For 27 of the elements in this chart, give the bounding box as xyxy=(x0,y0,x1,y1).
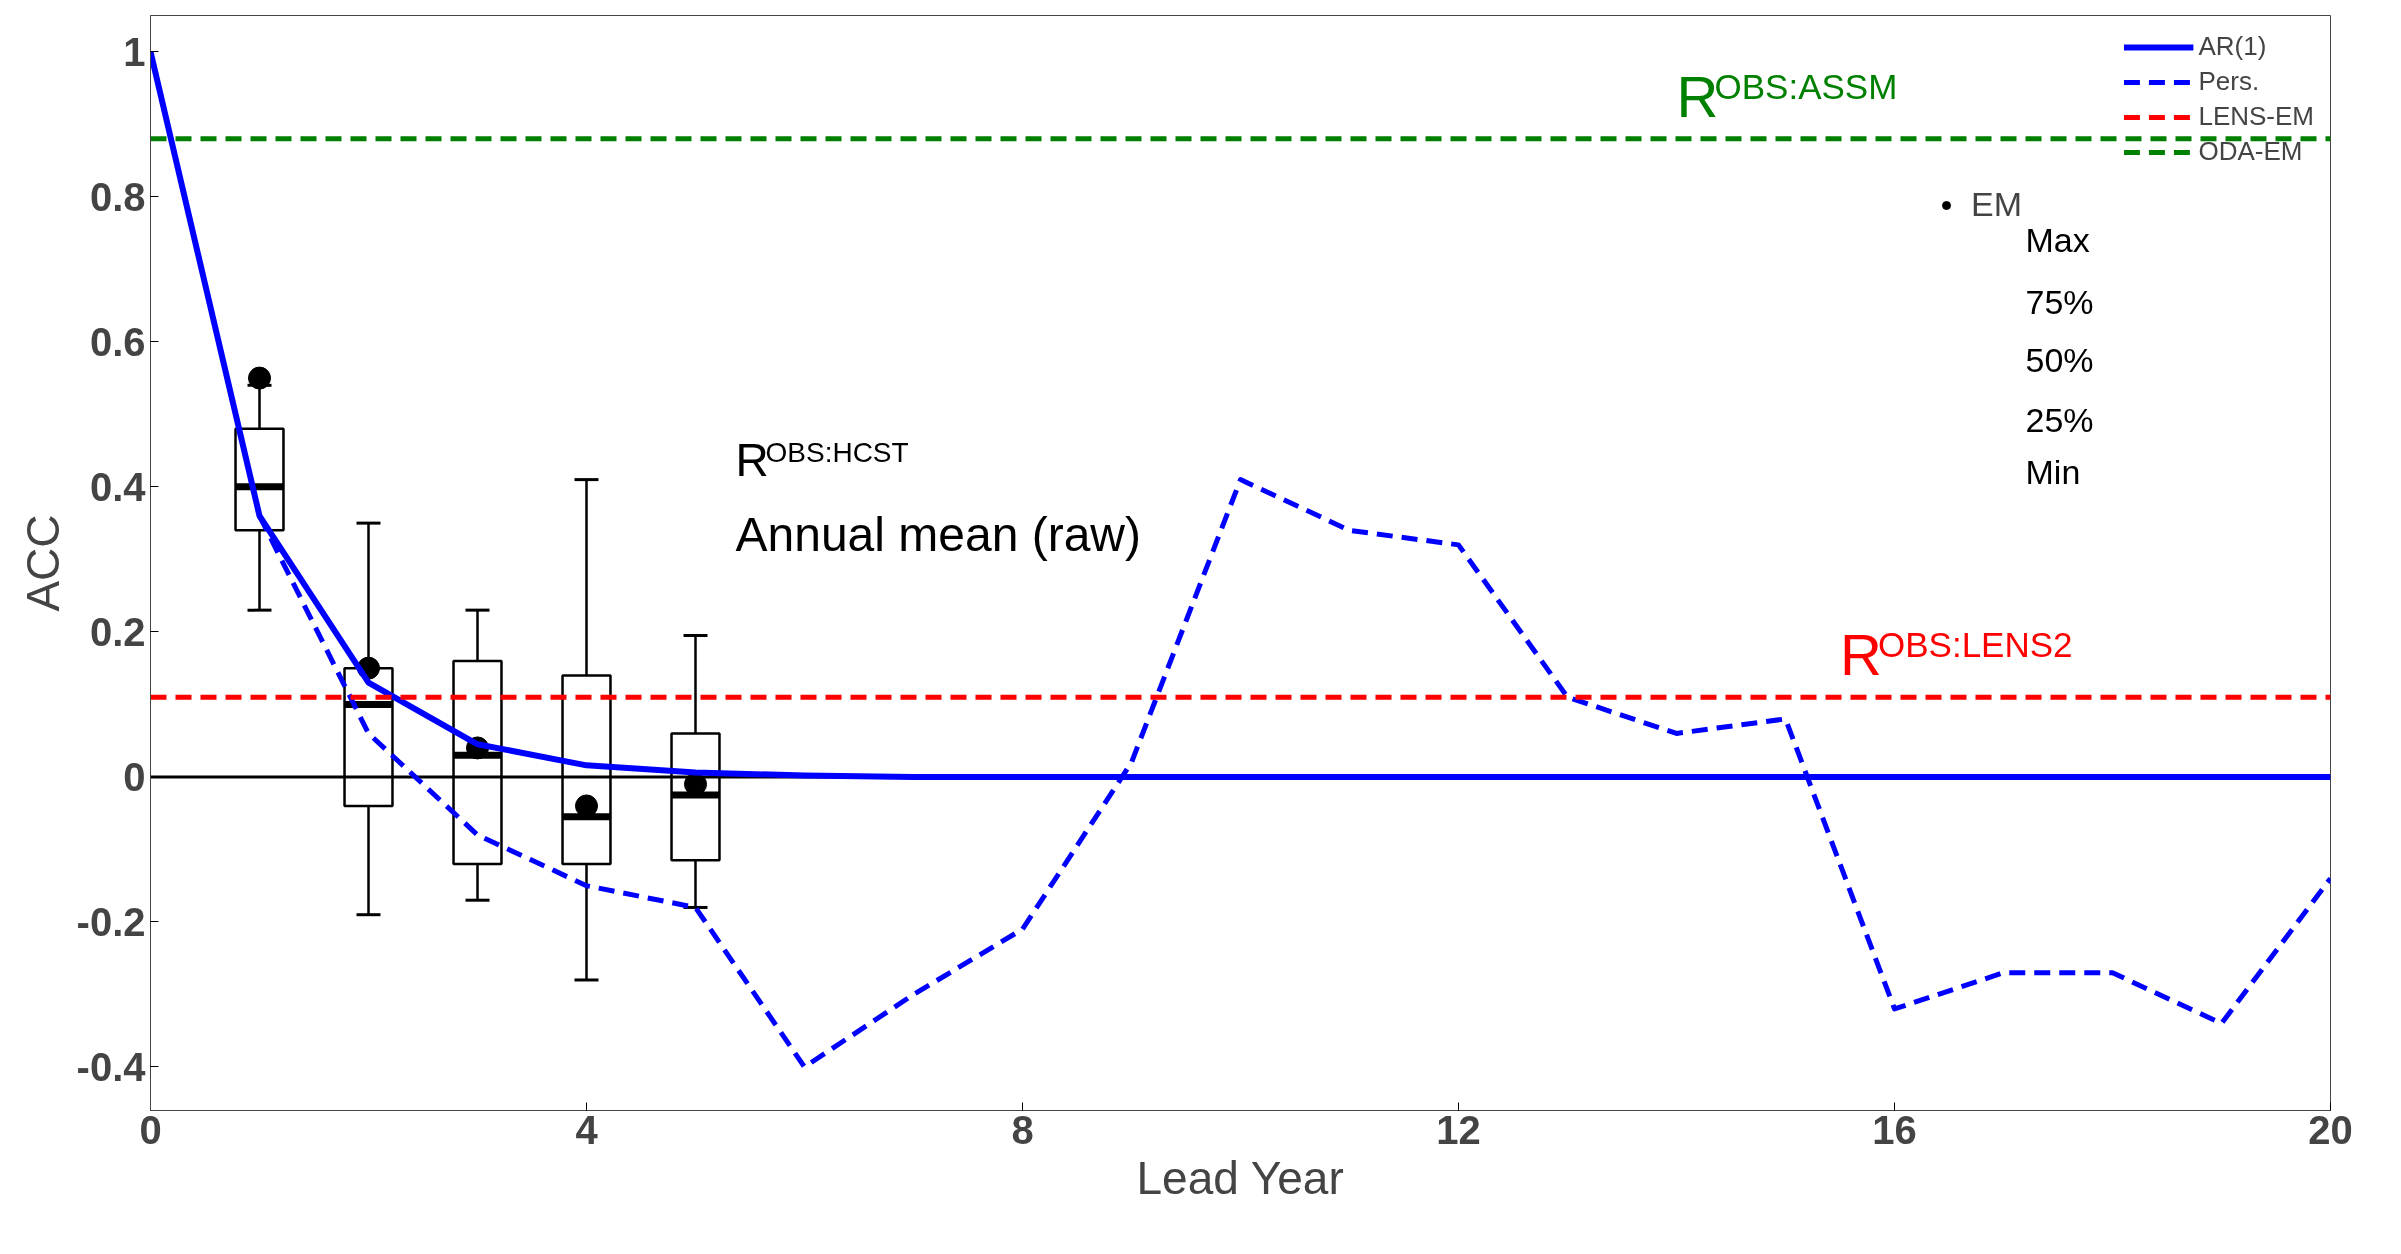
legend-label: ODA-EM xyxy=(2198,136,2303,167)
x-tick-label: 4 xyxy=(575,1107,599,1152)
y-tick-label: 0.8 xyxy=(89,174,146,219)
y-tick-label: 0.6 xyxy=(89,319,146,364)
y-tick-label: 0 xyxy=(123,754,146,799)
y-tick-label: -0.2 xyxy=(76,899,146,944)
y-tick-label: 0.2 xyxy=(89,609,146,654)
x-tick-label: 16 xyxy=(1872,1107,1917,1152)
y-tick-label: -0.4 xyxy=(76,1044,147,1089)
y-axis-title: ACC xyxy=(16,514,69,612)
point xyxy=(248,366,271,390)
annotation: Min xyxy=(2025,452,2081,491)
annotation: 75% xyxy=(2025,282,2094,321)
legend-label: Pers. xyxy=(2198,66,2260,97)
x-tick-label: 20 xyxy=(2308,1107,2353,1152)
legend-label: LENS-EM xyxy=(2198,101,2314,132)
y-tick-label: 1 xyxy=(123,29,146,74)
legend-label: AR(1) xyxy=(2198,31,2267,62)
legend-label: EM xyxy=(1971,185,2022,224)
y-tick-label: 0.4 xyxy=(89,464,147,509)
x-tick-label: 8 xyxy=(1011,1107,1034,1152)
x-axis-title: Lead Year xyxy=(1136,1151,1344,1204)
annotation: 50% xyxy=(2025,340,2094,379)
x-tick-label: 12 xyxy=(1436,1107,1481,1152)
annotation: 25% xyxy=(2025,400,2094,439)
annotation: Annual mean (raw) xyxy=(735,507,1142,561)
annotation: Max xyxy=(2025,220,2090,259)
